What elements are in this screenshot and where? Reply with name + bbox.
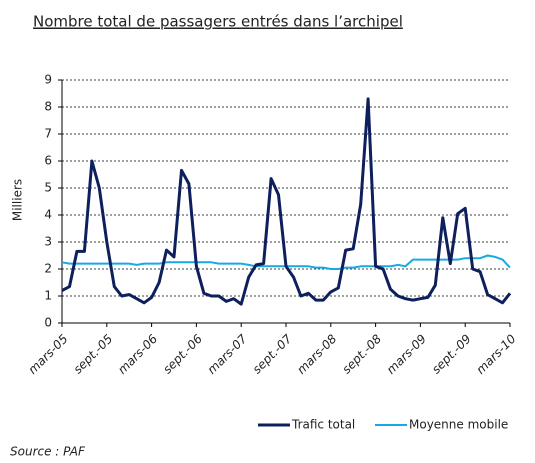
y-tick-label: 5 [44,181,52,195]
y-tick-label: 4 [44,208,52,222]
x-tick-label: mars-08 [294,331,339,376]
y-axis-label: Milliers [11,179,25,221]
x-tick-label: mars-06 [115,331,160,376]
legend-label: Moyenne mobile [409,418,508,432]
y-tick-label: 0 [44,316,52,330]
y-tick-label: 7 [44,127,52,141]
y-tick-label: 6 [44,154,52,168]
y-tick-label: 8 [44,100,52,114]
x-tick-label: sept.-09 [429,332,474,377]
legend-label: Trafic total [291,418,355,432]
x-tick-label: mars-10 [473,331,518,376]
x-tick-label: mars-09 [384,332,429,377]
chart-title: Nombre total de passagers entrés dans l’… [33,13,403,31]
x-tick-label: sept.-05 [71,332,116,377]
source: Source : PAF [10,445,86,459]
x-tick-label: sept.-06 [160,331,205,376]
y-tick-label: 9 [44,73,52,87]
x-tick-label: mars-05 [25,332,70,377]
x-tick-label: sept.-08 [339,331,384,376]
y-tick-label: 1 [44,289,52,303]
x-tick-label: mars-07 [205,331,250,376]
y-tick-label: 2 [44,262,52,276]
x-tick-label: sept.-07 [250,331,295,376]
y-tick-label: 3 [44,235,52,249]
series-line [61,97,512,306]
